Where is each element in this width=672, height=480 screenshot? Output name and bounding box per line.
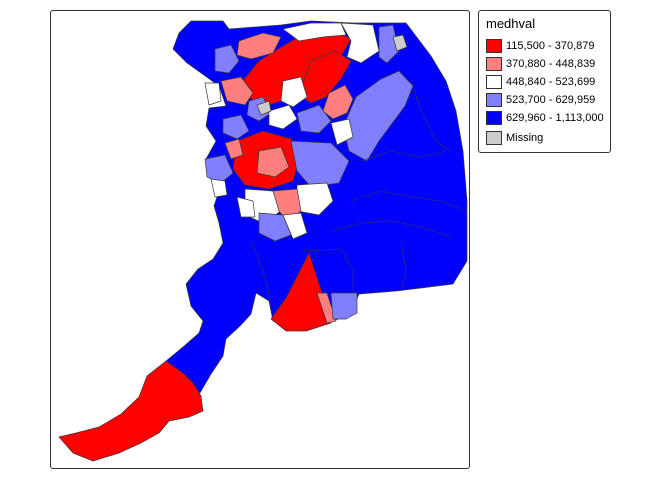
region-north-blue-a xyxy=(378,24,400,64)
region-southwest-tail xyxy=(58,360,204,462)
legend-swatch xyxy=(486,39,502,53)
region-center-blue xyxy=(296,104,332,134)
region-west-pink xyxy=(224,138,244,160)
legend-item-missing: Missing xyxy=(486,130,543,146)
region-south-strip xyxy=(316,292,337,324)
map-legend: medhval 115,500 - 370,879 370,880 - 448,… xyxy=(478,10,611,153)
region-central-blue-b xyxy=(258,212,292,242)
region-north-pink-a xyxy=(236,32,282,60)
region-center-white-b xyxy=(330,118,354,146)
region-center-white xyxy=(268,104,298,130)
legend-label: 115,500 - 370,879 xyxy=(506,40,595,52)
legend-swatch xyxy=(486,75,502,89)
region-south-east-block xyxy=(330,292,358,320)
legend-item-class-5: 629,960 - 1,113,000 xyxy=(486,110,604,126)
region-north-white-c xyxy=(280,76,308,108)
region-north-blue-b xyxy=(214,44,240,74)
legend-item-class-1: 115,500 - 370,879 xyxy=(486,38,594,54)
region-missing-b xyxy=(392,34,408,52)
region-north-white-a xyxy=(282,22,347,42)
legend-label: 370,880 - 448,839 xyxy=(506,58,596,70)
legend-item-class-3: 448,840 - 523,699 xyxy=(486,74,595,90)
region-central-blue xyxy=(290,140,350,188)
region-west-blue xyxy=(204,154,234,184)
legend-item-class-4: 523,700 - 629,959 xyxy=(486,92,595,108)
choropleth-map xyxy=(58,20,468,462)
legend-label: 523,700 - 629,959 xyxy=(506,94,596,106)
region-north-white-b xyxy=(340,22,380,64)
legend-swatch xyxy=(486,111,502,125)
map-panel xyxy=(50,10,470,469)
region-central-white-c xyxy=(282,212,308,240)
legend-label: Missing xyxy=(506,132,544,144)
legend-swatch xyxy=(486,57,502,71)
legend-label: 448,840 - 523,699 xyxy=(506,76,596,88)
region-central-pink xyxy=(256,146,290,178)
legend-swatch xyxy=(486,93,502,107)
legend-swatch xyxy=(486,131,502,145)
legend-title: medhval xyxy=(486,16,536,31)
region-north-pink-c xyxy=(220,76,254,106)
legend-label: 629,960 - 1,113,000 xyxy=(506,112,604,124)
region-missing-a xyxy=(256,100,272,116)
region-north-white-d xyxy=(204,82,222,106)
legend-item-class-2: 370,880 - 448,839 xyxy=(486,56,595,72)
region-west-white-b xyxy=(236,196,256,218)
region-west-blue-b xyxy=(222,114,250,140)
region-west-white xyxy=(210,178,228,198)
